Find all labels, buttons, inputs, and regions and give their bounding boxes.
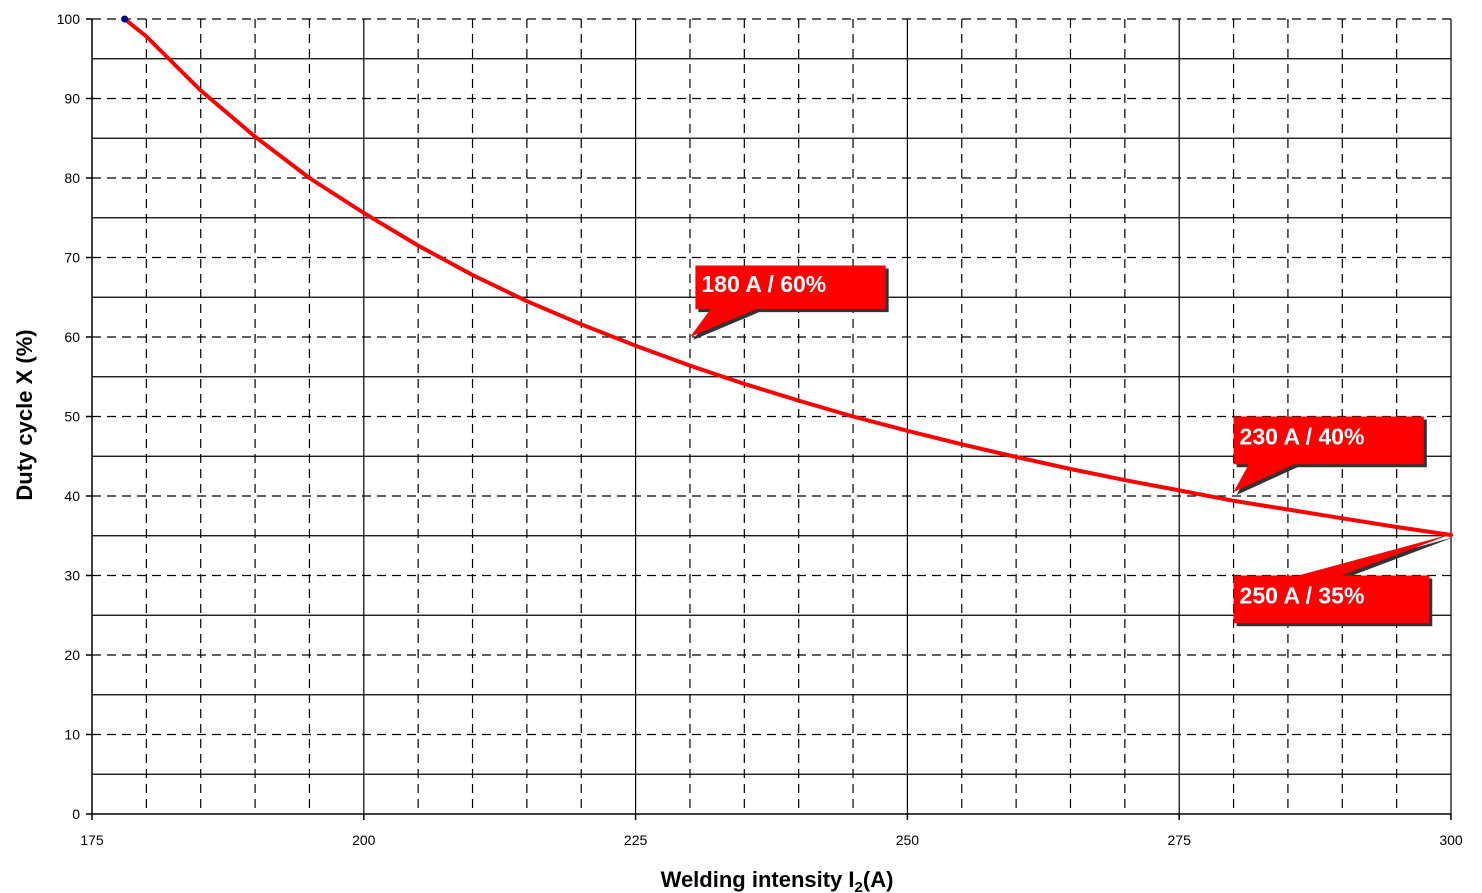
y-tick-label: 80	[64, 170, 80, 186]
x-tick-label: 275	[1168, 832, 1192, 848]
x-axis-label-suffix: (A)	[863, 867, 894, 892]
callout-box	[689, 265, 886, 337]
x-axis-label-main: Welding intensity I	[661, 867, 855, 892]
duty-cycle-curve	[122, 17, 1453, 537]
callout-label: 250 A / 35%	[1240, 583, 1365, 609]
y-axis-label: Duty cycle X (%)	[12, 329, 37, 500]
y-tick-label: 90	[64, 91, 80, 107]
callout-label: 180 A / 60%	[701, 271, 826, 297]
y-tick-label: 60	[64, 329, 80, 345]
start-point-marker	[121, 15, 129, 23]
annotations: 180 A / 60% 230 A / 40% 250 A / 35%	[689, 265, 1454, 627]
x-tick-label: 300	[1439, 832, 1463, 848]
series	[121, 15, 1453, 537]
tick-labels: 0 10 20 30 40 50 60 70 80 90 100 175 200 225 250 275 300	[57, 11, 1463, 848]
x-axis-label: Welding intensity I2(A)	[661, 867, 894, 893]
y-tick-label: 0	[72, 806, 80, 822]
axes	[86, 18, 1452, 820]
callout: 230 A / 40%	[1233, 416, 1427, 496]
callout-label: 230 A / 40%	[1240, 424, 1365, 450]
x-tick-label: 200	[352, 832, 376, 848]
x-tick-label: 225	[624, 832, 648, 848]
y-tick-label: 70	[64, 250, 80, 266]
callout: 180 A / 60%	[689, 265, 889, 340]
y-tick-label: 40	[64, 488, 80, 504]
callout-box	[1233, 534, 1451, 624]
y-tick-label: 100	[57, 11, 81, 27]
callout-box	[1233, 416, 1424, 493]
x-tick-label: 175	[80, 832, 104, 848]
y-tick-label: 20	[64, 647, 80, 663]
callout: 250 A / 35%	[1233, 534, 1454, 627]
x-tick-label: 250	[896, 832, 920, 848]
x-axis-label-subscript: 2	[855, 879, 863, 893]
y-tick-label: 10	[64, 727, 80, 743]
y-tick-label: 50	[64, 409, 80, 425]
y-tick-label: 30	[64, 568, 80, 584]
